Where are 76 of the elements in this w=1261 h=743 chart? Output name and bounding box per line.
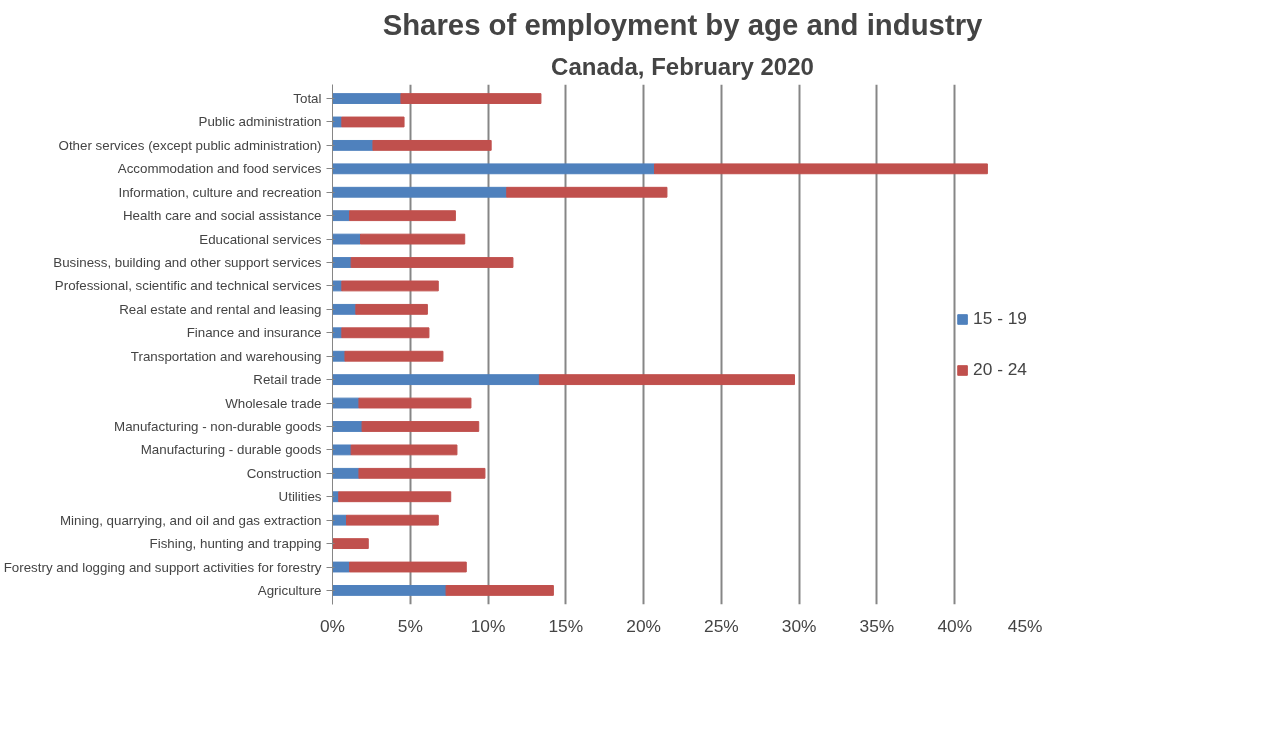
legend-label: 20 - 24 [973, 359, 1027, 380]
y-tick-label: Manufacturing - durable goods [140, 442, 322, 458]
bar [538, 374, 795, 386]
bar [332, 186, 508, 198]
bar [332, 280, 343, 292]
bar [358, 467, 486, 479]
x-tick-label: 20% [626, 615, 661, 636]
y-tick-label: Mining, quarrying, and oil and gas extraction [59, 512, 322, 528]
y-tick-label: Other services (except public administration) [58, 137, 322, 153]
x-tick-label: 25% [704, 615, 739, 636]
bar [332, 585, 447, 596]
y-tick-label: Retail trade [253, 372, 322, 388]
y-tick-label: Construction [246, 465, 322, 481]
y-tick-label: Information, culture and recreation [118, 184, 322, 200]
bar [400, 93, 542, 104]
y-tick-label: Professional, scientific and technical services [54, 278, 322, 294]
bar [332, 444, 352, 456]
y-tick-label: Fishing, hunting and trapping [149, 536, 322, 552]
bar [332, 467, 360, 479]
x-tick-label: 40% [937, 615, 973, 636]
bar [372, 139, 492, 151]
bar [355, 303, 428, 315]
legend-label: 15 - 19 [973, 308, 1027, 329]
x-tick-label: 15% [548, 615, 584, 636]
bar [338, 491, 452, 503]
y-tick-label: Transportation and warehousing [130, 348, 322, 364]
y-tick-label: Accommodation and food services [117, 161, 322, 177]
x-tick-label: 5% [397, 615, 423, 636]
x-tick-label: 45% [1007, 615, 1043, 636]
bar [361, 421, 480, 432]
y-tick-label: Wholesale trade [225, 395, 322, 411]
bar [506, 186, 668, 198]
bar [445, 585, 554, 596]
y-tick-label: Total [293, 91, 322, 107]
chart-subtitle: Canada, February 2020 [551, 52, 814, 80]
bar [358, 397, 472, 409]
bar [341, 280, 439, 292]
y-tick-label: Real estate and rental and leasing [119, 301, 322, 317]
bar [332, 561, 351, 573]
y-tick-label: Finance and insurance [186, 325, 322, 341]
bar [332, 233, 361, 245]
chart-title: Shares of employment by age and industry [382, 7, 984, 41]
bar [332, 116, 343, 128]
bar [341, 116, 405, 128]
bar [332, 421, 363, 432]
bar [332, 397, 360, 409]
y-tick-label: Educational services [199, 231, 322, 247]
x-tick-label: 10% [470, 615, 506, 636]
x-tick-label: 0% [319, 615, 346, 636]
y-tick-label: Health care and social assistance [122, 208, 322, 224]
bar [332, 538, 369, 550]
bar [332, 210, 351, 222]
y-tick-label: Forestry and logging and support activities for forestry [3, 559, 322, 575]
bar [332, 93, 402, 104]
bar [344, 350, 444, 362]
bar [341, 327, 430, 339]
bar [360, 233, 466, 245]
bar [654, 163, 988, 175]
bar [346, 514, 439, 526]
y-tick-label: Utilities [278, 489, 322, 505]
x-tick-label: 30% [781, 615, 817, 636]
y-tick-label: Manufacturing - non-durable goods [114, 418, 322, 434]
bar [349, 210, 456, 222]
bar [332, 303, 357, 315]
bar [332, 374, 540, 386]
bar [332, 163, 655, 175]
bar [350, 444, 458, 456]
bar [349, 561, 467, 573]
x-tick-label: 35% [859, 615, 895, 636]
bar [332, 139, 374, 151]
bar [332, 514, 347, 526]
bar [350, 257, 514, 268]
y-tick-label: Business, building and other support services [53, 255, 322, 271]
y-tick-label: Public administration [198, 114, 322, 130]
y-tick-label: Agriculture [257, 582, 322, 598]
bar [332, 257, 352, 268]
